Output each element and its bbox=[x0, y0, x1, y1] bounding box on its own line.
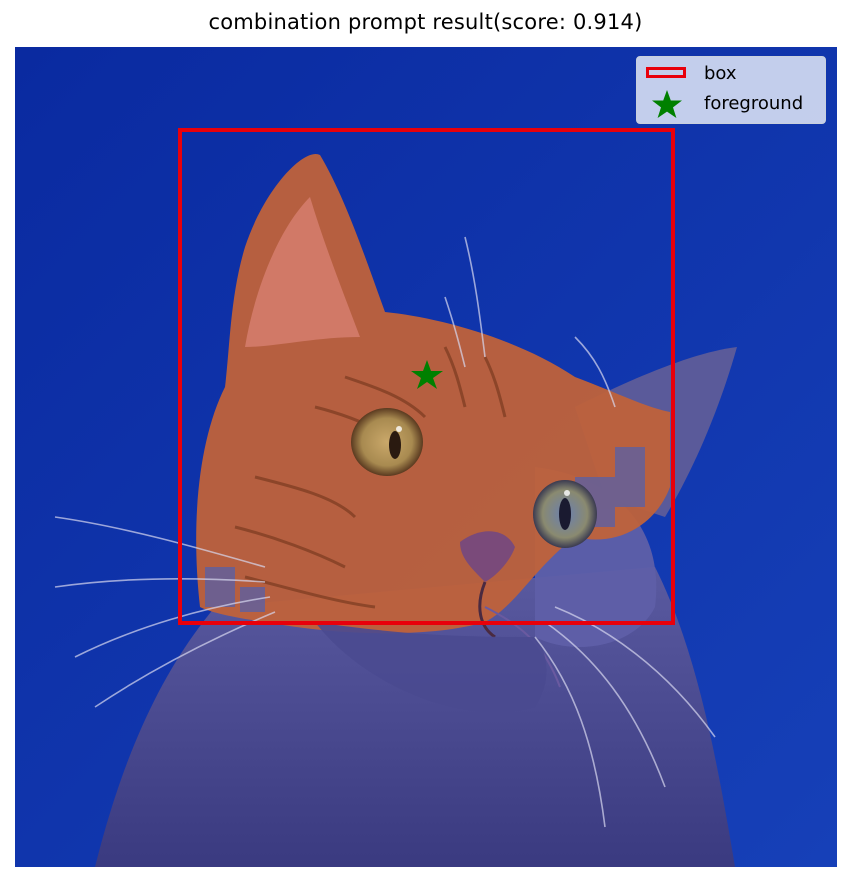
box-prompt bbox=[178, 128, 675, 625]
legend-item-foreground: foreground bbox=[637, 90, 825, 118]
cat-nose bbox=[460, 531, 515, 582]
fur-stripes bbox=[234, 346, 507, 609]
cat-left-eye bbox=[351, 408, 423, 476]
cat-left-ear-inner bbox=[245, 197, 360, 347]
foreground-point bbox=[411, 360, 443, 389]
legend: box foreground bbox=[636, 56, 826, 124]
legend-label-foreground: foreground bbox=[704, 93, 804, 114]
cat-chin bbox=[315, 622, 547, 713]
star-icon bbox=[652, 90, 682, 118]
image-panel: box foreground bbox=[15, 47, 837, 867]
legend-item-box: box bbox=[637, 62, 825, 88]
box-marker-icon bbox=[646, 67, 686, 78]
legend-label-box: box bbox=[704, 63, 737, 84]
figure-title: combination prompt result(score: 0.914) bbox=[208, 10, 643, 34]
segmentation-image bbox=[15, 47, 837, 867]
